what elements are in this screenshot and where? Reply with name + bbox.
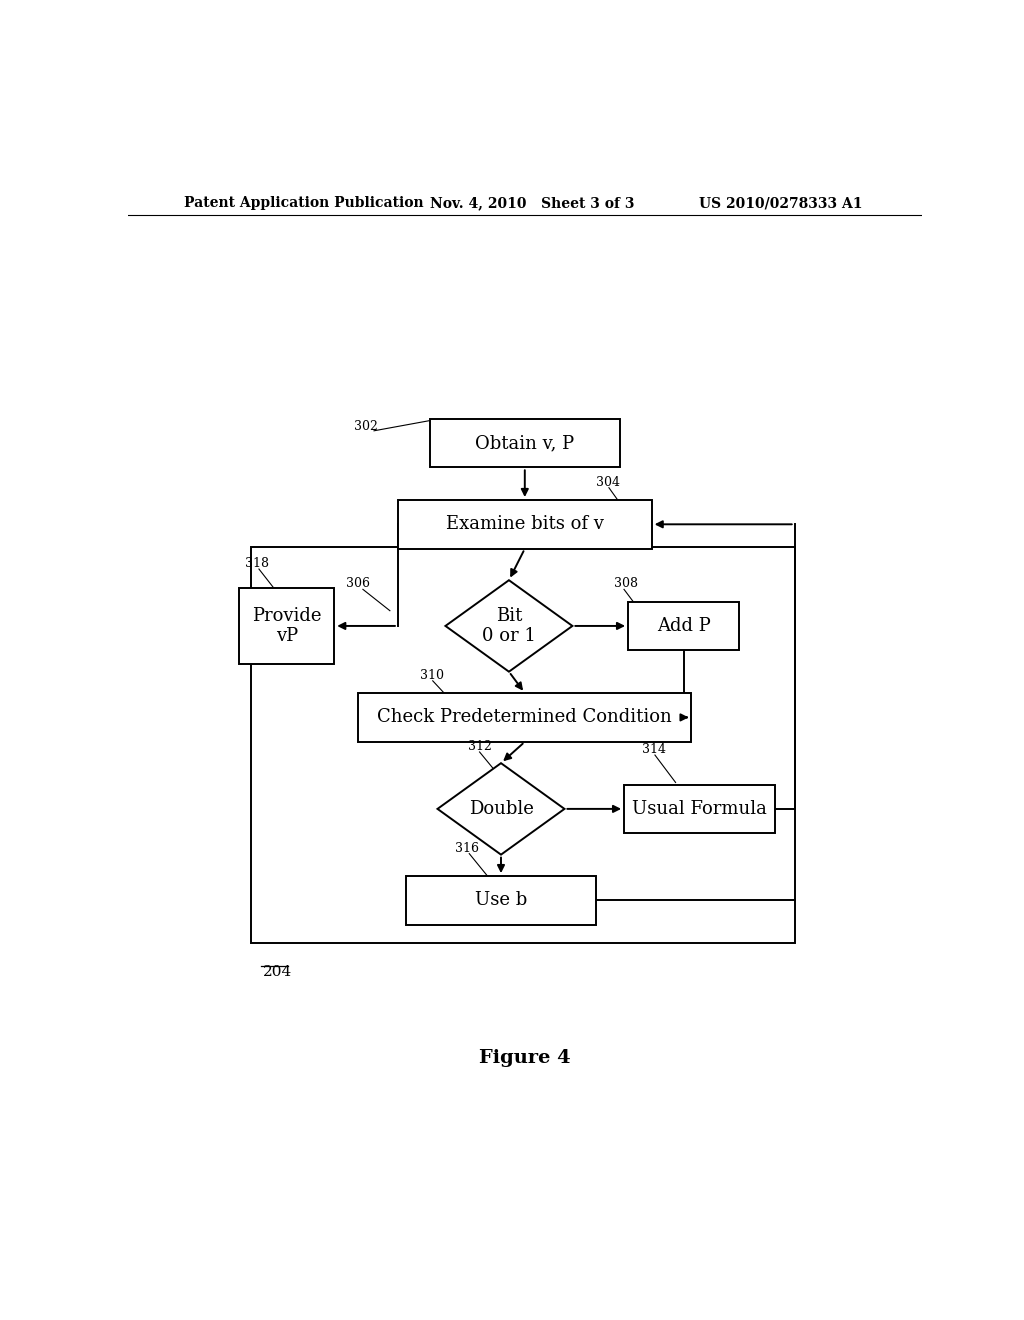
Text: 306: 306 — [346, 577, 371, 590]
Bar — [251, 546, 795, 942]
Bar — [397, 500, 651, 549]
Text: 304: 304 — [596, 475, 621, 488]
Text: Provide
vP: Provide vP — [252, 607, 322, 645]
Text: Double: Double — [469, 800, 534, 818]
Text: Usual Formula: Usual Formula — [632, 800, 767, 818]
Text: 302: 302 — [354, 420, 378, 433]
Bar — [628, 602, 739, 651]
Text: 318: 318 — [246, 557, 269, 570]
Text: 204: 204 — [263, 965, 292, 979]
Text: Add P: Add P — [656, 616, 711, 635]
Polygon shape — [445, 581, 572, 672]
Text: Check Predetermined Condition: Check Predetermined Condition — [378, 709, 672, 726]
Bar — [430, 418, 621, 467]
Text: 310: 310 — [420, 669, 444, 682]
Text: 312: 312 — [468, 741, 492, 752]
Bar — [358, 693, 691, 742]
Bar — [406, 876, 596, 925]
Text: Use b: Use b — [475, 891, 527, 909]
Text: US 2010/0278333 A1: US 2010/0278333 A1 — [699, 197, 863, 210]
Text: 314: 314 — [642, 743, 667, 756]
Polygon shape — [437, 763, 564, 854]
Text: Figure 4: Figure 4 — [479, 1049, 570, 1067]
Bar — [624, 784, 775, 833]
Text: Patent Application Publication: Patent Application Publication — [183, 197, 423, 210]
Text: Bit
0 or 1: Bit 0 or 1 — [482, 607, 536, 645]
Bar — [240, 587, 334, 664]
Text: 308: 308 — [613, 577, 638, 590]
Text: Nov. 4, 2010   Sheet 3 of 3: Nov. 4, 2010 Sheet 3 of 3 — [430, 197, 634, 210]
Text: Obtain v, P: Obtain v, P — [475, 434, 574, 451]
Text: 316: 316 — [455, 842, 479, 854]
Text: Examine bits of v: Examine bits of v — [445, 515, 604, 533]
